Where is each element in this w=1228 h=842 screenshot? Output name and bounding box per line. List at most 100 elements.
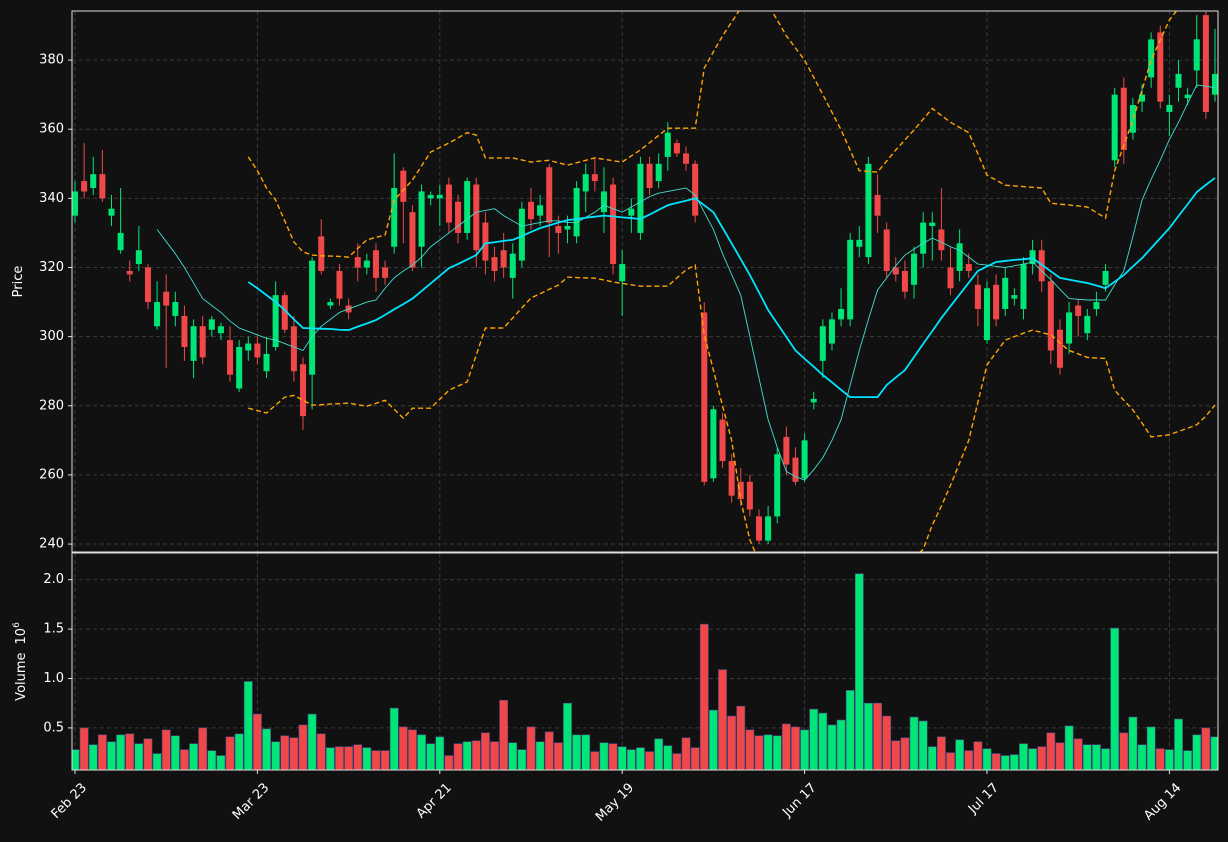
volume-plot xyxy=(72,573,1218,770)
volume-bar xyxy=(1183,750,1193,770)
candle-body xyxy=(154,302,161,327)
candle-body xyxy=(728,461,735,496)
volume-bar xyxy=(563,702,572,770)
candle-body xyxy=(673,143,680,154)
candle-body xyxy=(90,174,97,188)
candle-body xyxy=(117,232,124,251)
volume-bar xyxy=(1055,742,1065,770)
candle-body xyxy=(81,181,88,192)
x-tick-label: Mar 23 xyxy=(230,780,273,823)
volume-bar xyxy=(107,741,116,770)
volume-bar xyxy=(809,708,819,770)
volume-bar xyxy=(1101,748,1110,770)
volume-bar xyxy=(617,746,627,770)
candle-body xyxy=(564,226,571,230)
overlay-line xyxy=(247,177,1216,399)
volume-bar xyxy=(1146,726,1156,770)
volume-bar xyxy=(973,741,983,770)
volume-bar xyxy=(781,723,791,770)
volume-bar xyxy=(891,740,901,770)
volume-bar xyxy=(1201,727,1211,770)
y-tick-label: 360 xyxy=(39,122,64,137)
candle-body xyxy=(464,181,471,233)
volume-bar xyxy=(480,732,490,770)
volume-bar xyxy=(225,736,235,770)
volume-bar xyxy=(262,728,271,770)
volume-bar xyxy=(854,573,864,770)
candle-body xyxy=(208,319,215,330)
candle-body xyxy=(1093,302,1100,309)
volume-bar xyxy=(435,736,445,770)
candle-body xyxy=(573,187,580,237)
volume-bar xyxy=(672,753,682,770)
candle-body xyxy=(172,302,179,316)
volume-grid xyxy=(72,553,1218,770)
candle-body xyxy=(363,260,370,268)
candle-body xyxy=(281,295,288,330)
candle-body xyxy=(455,201,462,233)
candle-body xyxy=(783,436,790,465)
volume-bar xyxy=(216,755,226,770)
volume-bar xyxy=(289,737,299,770)
candle-body xyxy=(965,264,972,271)
volume-bar xyxy=(307,713,317,770)
candle-body xyxy=(108,208,115,216)
candle-body xyxy=(737,481,744,500)
volume-bar xyxy=(508,742,518,770)
y-tick-label: 260 xyxy=(39,467,64,482)
volume-bar xyxy=(1064,725,1074,770)
candle-body xyxy=(938,229,945,251)
candle-body xyxy=(947,267,954,289)
volume-bar xyxy=(1046,732,1056,770)
volume-bar xyxy=(298,724,308,770)
volume-bar xyxy=(882,715,892,770)
candle-body xyxy=(1120,87,1127,150)
volume-bar xyxy=(836,719,846,770)
candle-body xyxy=(227,340,234,375)
volume-bar xyxy=(1073,738,1083,770)
volume-bar xyxy=(800,729,810,770)
candle-body xyxy=(701,312,708,482)
volume-bar xyxy=(1164,749,1174,770)
volume-bar xyxy=(553,742,563,770)
candle-body xyxy=(482,222,489,261)
volume-bar xyxy=(1174,718,1183,770)
volume-bar xyxy=(517,749,527,770)
volume-bar xyxy=(754,735,764,770)
candle-body xyxy=(883,229,890,271)
volume-bar xyxy=(1137,744,1147,770)
volume-frame xyxy=(71,552,1219,771)
offset-exponent: 6 xyxy=(12,622,22,628)
candle-body xyxy=(911,253,918,285)
candle-body xyxy=(929,222,936,227)
y-axis-label: Price xyxy=(11,266,26,298)
candle-body xyxy=(655,163,662,182)
candle-body xyxy=(901,270,908,292)
candle-body xyxy=(1075,305,1082,316)
candle-body xyxy=(372,250,379,278)
candle-body xyxy=(245,343,252,351)
candle-body xyxy=(299,364,307,417)
candle-body xyxy=(810,398,817,403)
volume-bar xyxy=(681,737,691,770)
candle-body xyxy=(920,222,927,254)
volume-bar xyxy=(663,745,673,770)
candle-body xyxy=(427,194,434,199)
volume-bar xyxy=(599,742,609,770)
candle-body xyxy=(956,243,963,271)
candle-body xyxy=(254,343,261,358)
candle-body xyxy=(1157,32,1164,102)
candle-body xyxy=(409,212,416,268)
candle-body xyxy=(983,288,991,341)
volume-bar xyxy=(991,753,1001,770)
volume-bar xyxy=(1019,743,1028,770)
candle-body xyxy=(391,187,398,247)
candle-body xyxy=(719,419,726,462)
volume-bar xyxy=(1192,734,1202,770)
volume-bar xyxy=(1000,755,1010,770)
volume-bar xyxy=(362,747,372,770)
volume-bar xyxy=(699,623,709,770)
candle-body xyxy=(354,257,361,268)
volume-bar xyxy=(97,734,107,770)
volume-bar xyxy=(170,735,180,770)
